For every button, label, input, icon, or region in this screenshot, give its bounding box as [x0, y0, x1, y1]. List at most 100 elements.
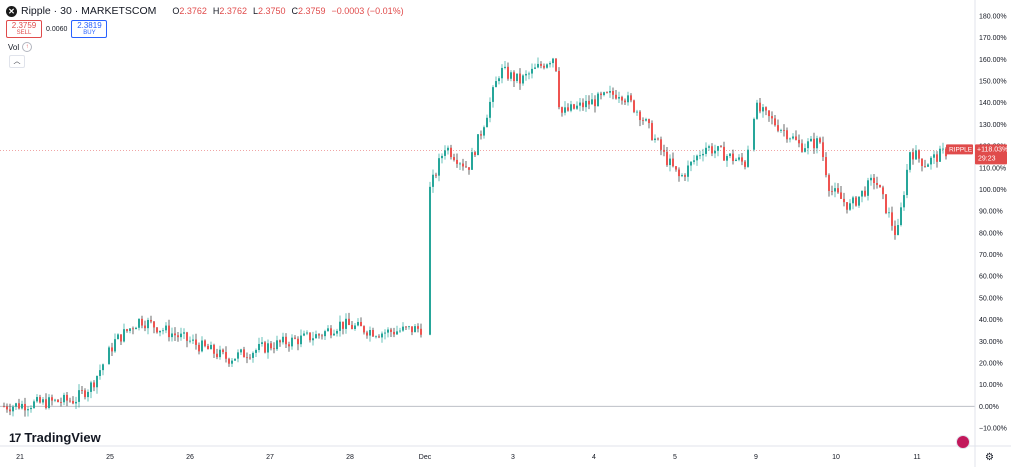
candle-body: [852, 197, 854, 204]
y-tick-label: 150.00%: [979, 79, 1007, 86]
symbol-badge: [946, 144, 973, 155]
candle-body: [507, 66, 509, 79]
candle-body: [264, 342, 266, 353]
candle-body: [795, 136, 797, 140]
candle-body: [801, 143, 803, 152]
sell-price: 2.3759: [11, 21, 37, 30]
x-tick-label: Dec: [419, 454, 432, 461]
volume-legend[interactable]: Vol ↑: [8, 42, 33, 52]
candle-body: [912, 152, 914, 160]
y-axis[interactable]: −10.00% 0.00% 10.00% 20.00% 30.00% 40.00% 50.0…: [979, 14, 1007, 433]
candle-body: [867, 180, 869, 196]
candle-body: [318, 334, 320, 336]
candle-body: [735, 159, 737, 161]
candle-body: [75, 401, 77, 404]
candle-body: [918, 150, 920, 159]
candle-body: [705, 147, 707, 154]
candle-body: [384, 332, 386, 334]
y-tick-label: 10.00%: [979, 382, 1003, 389]
candle-body: [840, 192, 842, 199]
ohlc-open: O2.3762: [172, 6, 207, 16]
candle-body: [342, 321, 344, 329]
visibility-icon[interactable]: ↑: [22, 42, 33, 52]
candle-body: [177, 335, 179, 338]
candle-body: [465, 166, 467, 168]
candle-body: [462, 163, 464, 167]
candle-body: [696, 155, 698, 161]
buy-button[interactable]: 2.3819 BUY: [71, 20, 108, 38]
candle-body: [144, 325, 146, 329]
candle-body: [561, 107, 563, 113]
candle-body: [708, 146, 710, 148]
candle-body: [771, 116, 773, 119]
candle-body: [936, 154, 938, 162]
candle-body: [171, 333, 173, 338]
candle-body: [225, 352, 227, 359]
candle-body: [81, 390, 83, 391]
x-tick-label: 10: [832, 454, 840, 461]
candle-body: [543, 65, 545, 68]
candle-body: [909, 152, 911, 170]
candle-body: [273, 348, 275, 350]
candles: [3, 57, 947, 417]
gear-icon[interactable]: ⚙: [985, 452, 994, 463]
ohlc-high: H2.3762: [212, 6, 247, 16]
tradingview-logo[interactable]: 17 TradingView: [9, 430, 101, 445]
candle-body: [192, 339, 194, 341]
candle-body: [486, 117, 488, 128]
candle-body: [246, 357, 248, 359]
candle-body: [789, 138, 791, 140]
candle-body: [354, 325, 356, 329]
candle-body: [345, 318, 347, 329]
candle-body: [186, 332, 188, 341]
candle-body: [15, 403, 17, 407]
candle-body: [552, 58, 554, 64]
x-axis[interactable]: 21 25 26 27 28 Dec 3 4 5 9 10 11: [16, 454, 921, 461]
candle-body: [408, 326, 410, 328]
candle-body: [39, 397, 41, 403]
collapse-legend-button[interactable]: ︿: [9, 55, 25, 68]
candle-body: [291, 337, 293, 347]
y-tick-label: 0.00%: [979, 404, 999, 411]
candle-body: [66, 394, 68, 401]
flag-icon[interactable]: [956, 435, 970, 449]
candle-body: [819, 138, 821, 143]
symbol-title[interactable]: Ripple · 30 · MARKETSCOM: [21, 5, 157, 17]
candle-body: [324, 331, 326, 337]
candle-body: [123, 329, 125, 342]
candle-body: [804, 148, 806, 152]
candle-body: [363, 326, 365, 333]
candle-body: [126, 329, 128, 331]
candle-body: [489, 101, 491, 118]
candle-body: [147, 319, 149, 329]
candle-body: [36, 397, 38, 402]
candle-body: [783, 129, 785, 131]
candle-body: [258, 343, 260, 351]
candle-body: [327, 328, 329, 332]
y-tick-label: 30.00%: [979, 339, 1003, 346]
candle-body: [741, 157, 743, 162]
candle-body: [78, 390, 80, 402]
candle-body: [60, 402, 62, 403]
candle-body: [531, 68, 533, 74]
buy-price: 2.3819: [77, 21, 102, 30]
candle-body: [687, 165, 689, 177]
candle-body: [648, 119, 650, 124]
y-tick-label: 60.00%: [979, 274, 1003, 281]
candle-body: [576, 105, 578, 109]
candle-body: [135, 327, 137, 330]
candle-body: [633, 100, 635, 112]
candle-body: [810, 138, 812, 142]
candle-body: [870, 177, 872, 181]
candle-body: [861, 190, 863, 197]
candle-body: [309, 332, 311, 341]
sell-button[interactable]: 2.3759 SELL: [6, 20, 42, 38]
candle-body: [90, 382, 92, 392]
x-tick-label: 21: [16, 454, 24, 461]
candle-body: [483, 127, 485, 136]
candle-body: [786, 130, 788, 140]
candle-body: [33, 401, 35, 408]
candle-body: [189, 340, 191, 342]
